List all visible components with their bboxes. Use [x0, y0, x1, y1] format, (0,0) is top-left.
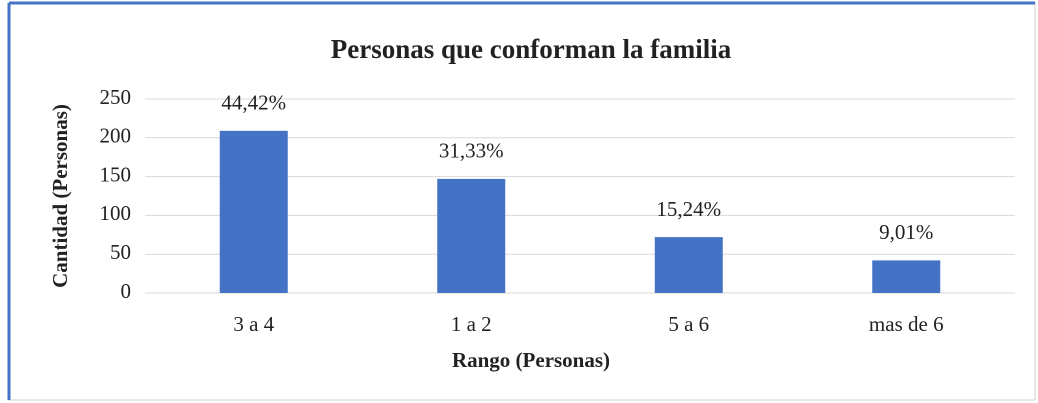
data-label: 9,01%	[879, 220, 933, 244]
x-tick-label: 3 a 4	[233, 312, 274, 336]
y-tick-label: 150	[100, 162, 132, 186]
x-tick-label: mas de 6	[869, 312, 944, 336]
data-label: 15,24%	[656, 197, 721, 221]
y-axis-label: Cantidad (Personas)	[48, 104, 72, 288]
bar	[872, 260, 941, 293]
bar	[437, 178, 506, 293]
y-tick-label: 250	[100, 85, 132, 109]
data-label: 31,33%	[439, 139, 504, 163]
x-tick-label: 1 a 2	[451, 312, 492, 336]
bar	[654, 237, 723, 293]
chart-frame	[8, 2, 1036, 401]
bar	[219, 130, 288, 293]
y-tick-label: 0	[121, 279, 132, 303]
x-tick-label: 5 a 6	[668, 312, 709, 336]
x-axis-label: Rango (Personas)	[452, 348, 610, 372]
data-label: 44,42%	[221, 91, 286, 115]
y-tick-label: 50	[110, 240, 131, 264]
y-tick-label: 100	[100, 201, 132, 225]
y-tick-label: 200	[100, 124, 132, 148]
chart-title: Personas que conforman la familia	[331, 34, 732, 64]
